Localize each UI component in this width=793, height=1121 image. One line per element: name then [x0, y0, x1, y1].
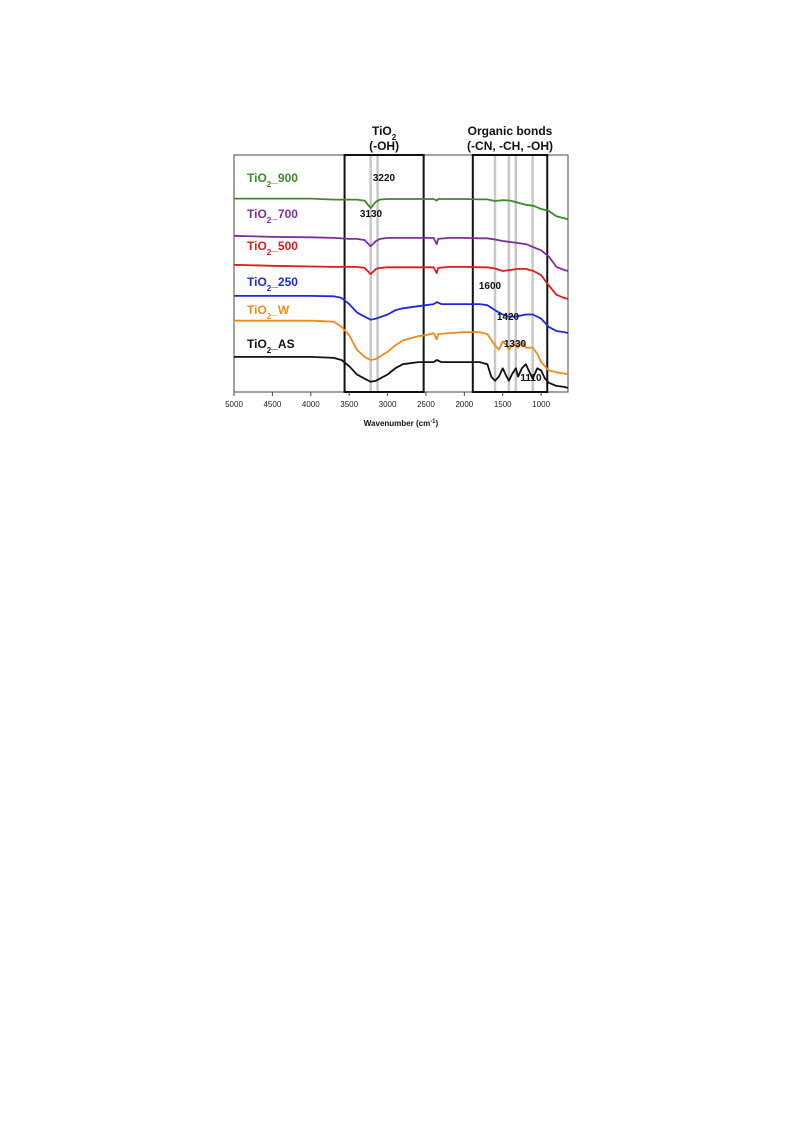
region-labels: TiO2(-OH) Organic bonds(-CN, -CH, -OH) — [369, 124, 553, 153]
region-subtitle-1: (-OH) — [369, 139, 399, 153]
series-line-w — [234, 319, 569, 376]
series-label-500: TiO2_500 — [247, 239, 298, 257]
region-box-2 — [471, 154, 549, 393]
peak-labels: 3220 3130 1600 1420 1330 1110 — [360, 173, 542, 384]
x-tick-label-2500: 2500 — [417, 400, 435, 409]
region-title-2: Organic bonds — [468, 124, 553, 138]
series-line-500 — [233, 263, 569, 300]
region-subtitle-2: (-CN, -CH, -OH) — [467, 139, 553, 153]
x-tick-label-3500: 3500 — [340, 400, 358, 409]
x-axis: 5000 4500 4000 3500 3000 2500 2000 1500 1000 — [225, 392, 551, 409]
series-line-900 — [234, 197, 569, 221]
x-tick-label-3000: 3000 — [379, 400, 397, 409]
peak-label-1600: 1600 — [479, 281, 502, 292]
series-line-250 — [234, 295, 569, 334]
x-tick-label-5000: 5000 — [225, 400, 243, 409]
reference-lines — [369, 155, 534, 392]
peak-label-1420: 1420 — [497, 312, 520, 323]
x-tick-label-2000: 2000 — [455, 400, 473, 409]
peak-label-1330: 1330 — [504, 339, 527, 350]
series-label-250: TiO2_250 — [247, 275, 298, 293]
series-line-700 — [233, 234, 569, 272]
peak-label-1110: 1110 — [520, 373, 542, 384]
x-tick-label-1000: 1000 — [532, 400, 550, 409]
series-label-900: TiO2_900 — [247, 171, 298, 189]
region-box-1 — [343, 154, 425, 393]
series-labels: TiO2_900 TiO2_700 TiO2_500 TiO2_250 TiO2_W Ti… — [247, 171, 298, 355]
peak-label-3130: 3130 — [360, 209, 383, 220]
regions — [343, 154, 549, 393]
series-label-as: TiO2_AS — [247, 337, 295, 355]
peak-label-3220: 3220 — [373, 173, 396, 184]
series-label-w: TiO2_W — [247, 303, 290, 321]
x-tick-label-4000: 4000 — [302, 400, 320, 409]
x-tick-label-4500: 4500 — [263, 400, 281, 409]
series-line-as — [234, 356, 569, 389]
x-tick-label-1500: 1500 — [494, 400, 512, 409]
plot-area — [233, 154, 569, 393]
region-title-1: TiO2 — [372, 124, 397, 142]
x-axis-title: Wavenumber (cm-1) — [364, 419, 439, 428]
series-label-700: TiO2_700 — [247, 207, 298, 225]
series-lines — [233, 197, 569, 389]
